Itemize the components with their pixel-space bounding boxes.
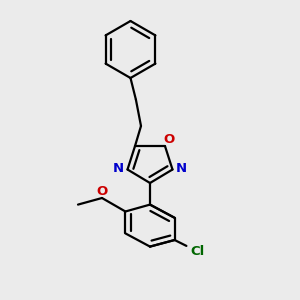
Text: O: O [96,185,108,198]
Text: N: N [176,161,187,175]
Text: N: N [113,161,124,175]
Text: Cl: Cl [190,245,204,258]
Text: O: O [163,133,174,146]
